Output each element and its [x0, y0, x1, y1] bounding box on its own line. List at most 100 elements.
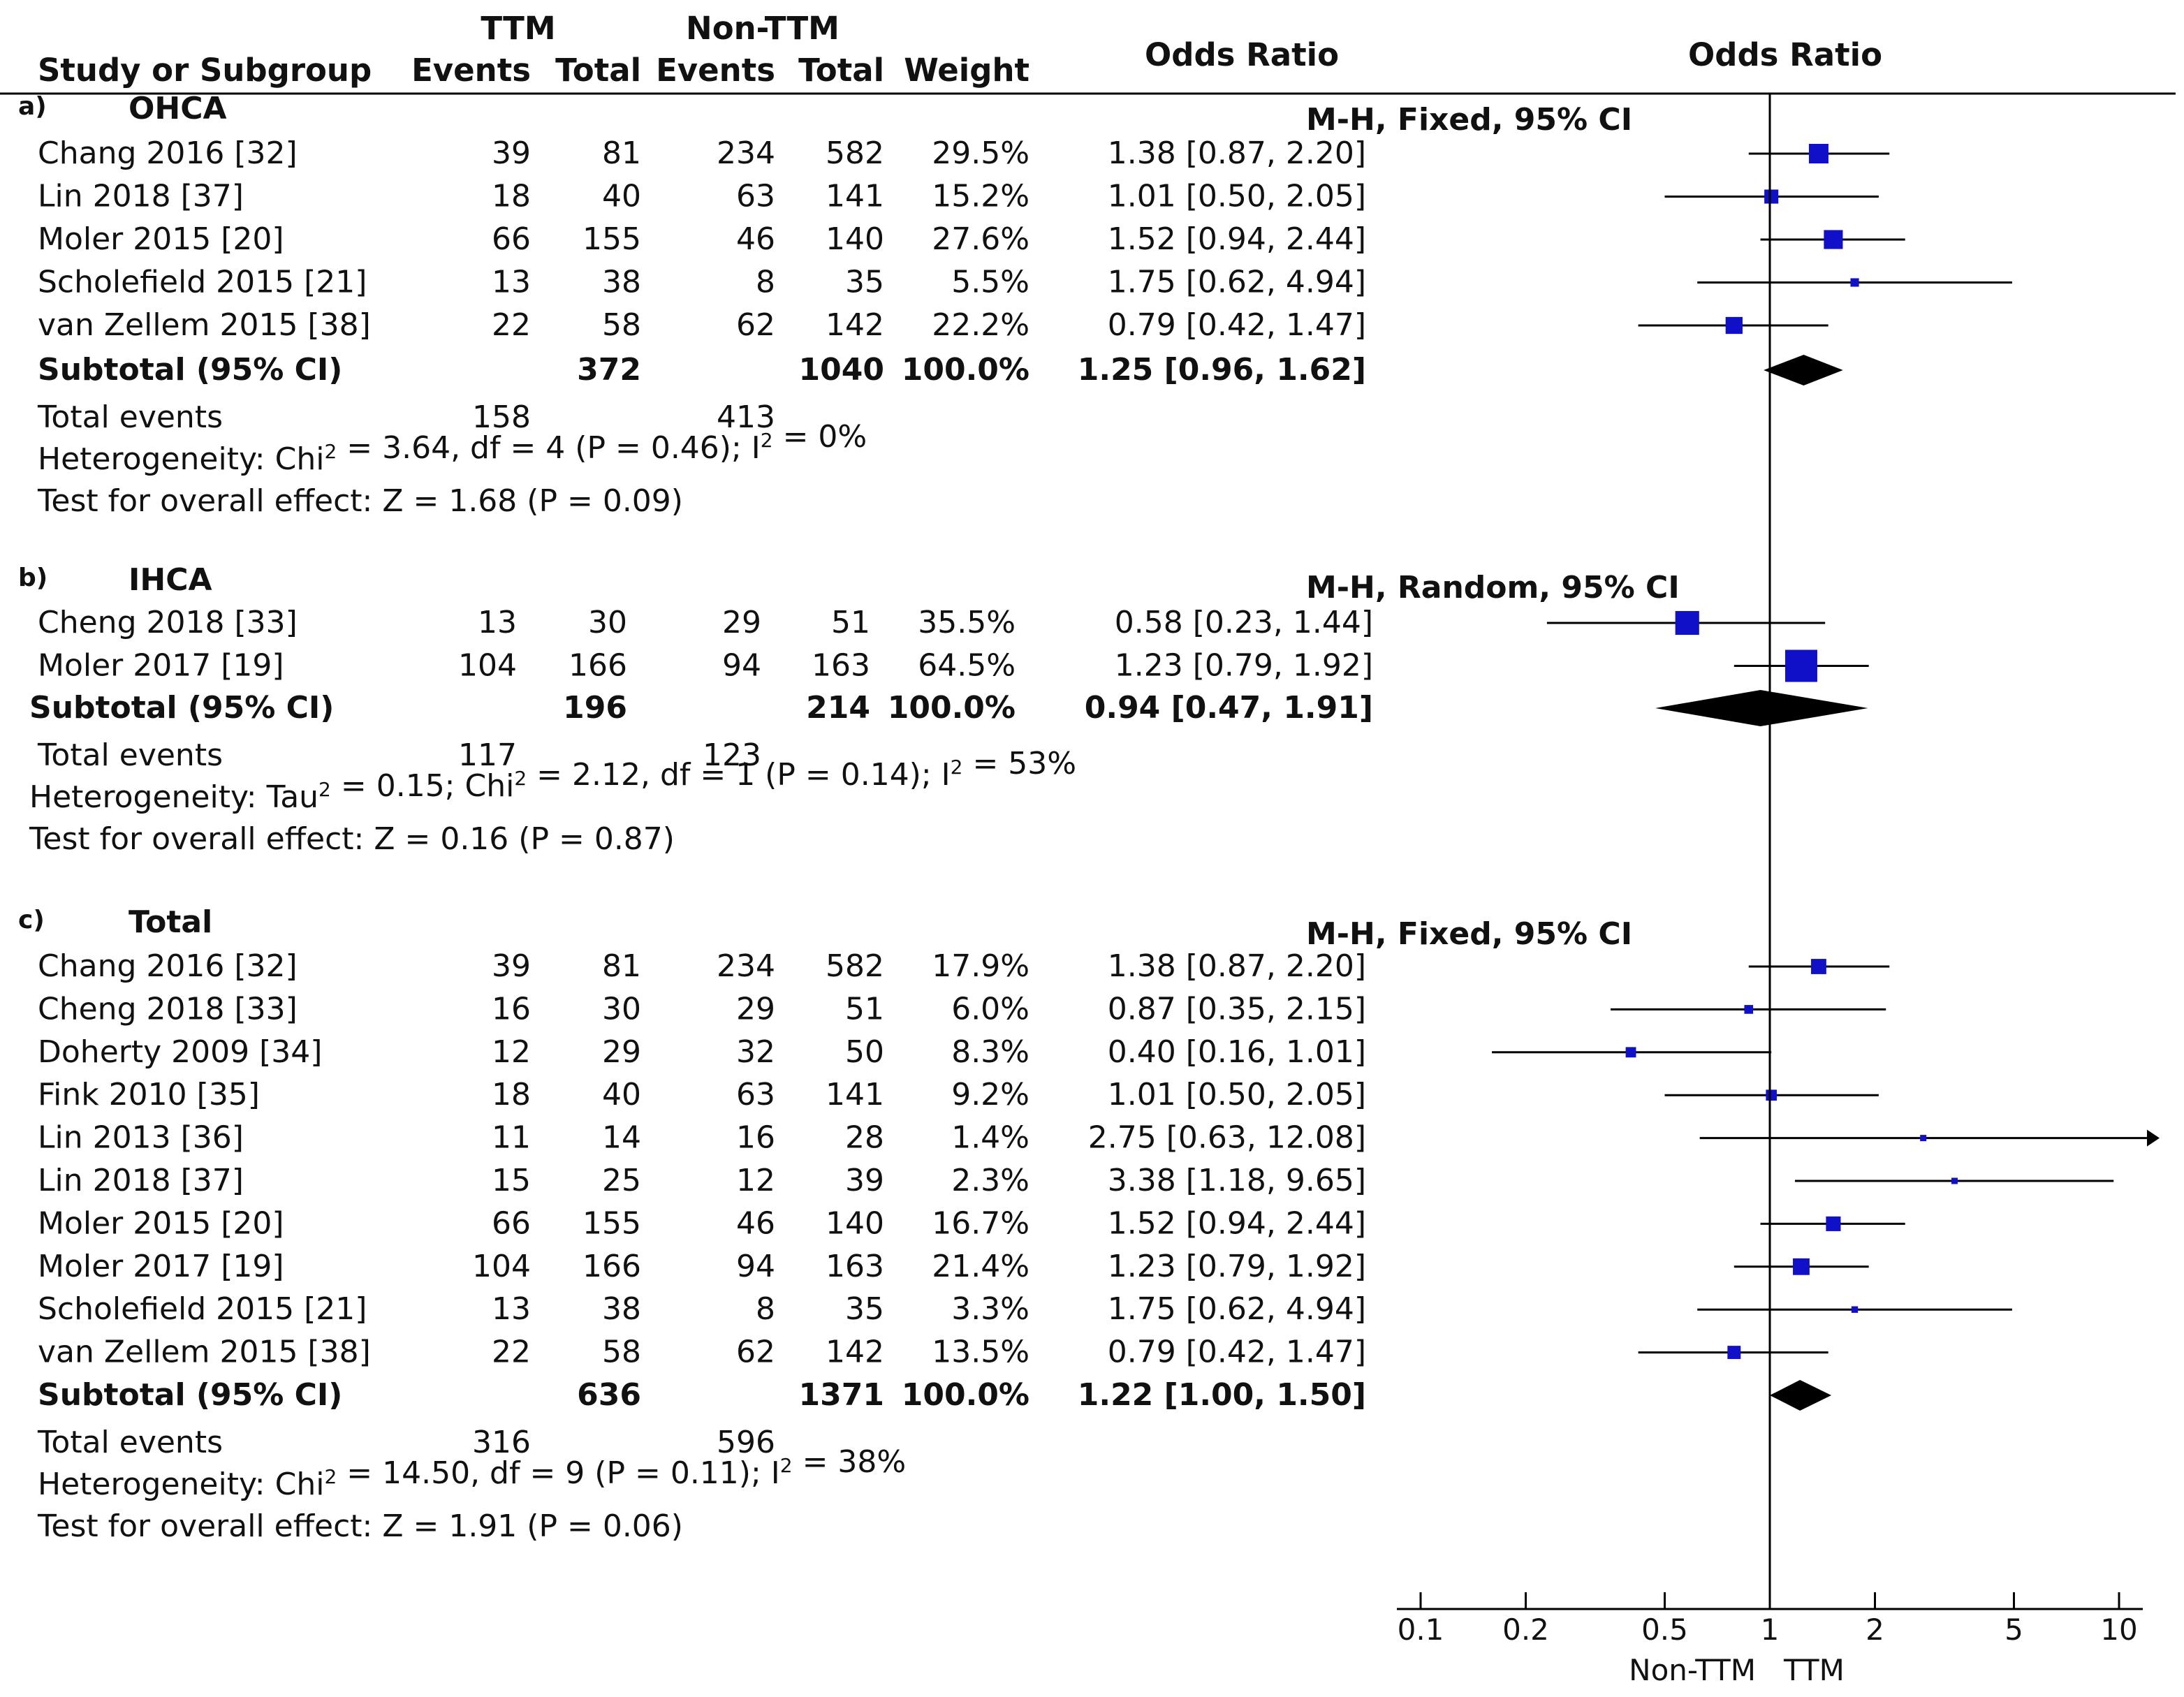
- total-ttm: 166: [582, 1249, 641, 1284]
- point-estimate: [1727, 1346, 1741, 1360]
- or-ci-text: 2.75 [0.63, 12.08]: [1088, 1120, 1366, 1156]
- point-estimate: [1811, 959, 1826, 974]
- point-estimate: [1793, 1258, 1810, 1275]
- point-estimate: [1808, 144, 1828, 163]
- weight-value: 22.2%: [932, 307, 1029, 343]
- events-ttm: 15: [492, 1163, 531, 1198]
- point-estimate: [1625, 1047, 1636, 1058]
- point-estimate: [1744, 1005, 1754, 1014]
- or-ci-text: 0.79 [0.42, 1.47]: [1108, 307, 1366, 343]
- events-nonttm: 94: [722, 648, 761, 684]
- events-ttm: 66: [492, 1205, 531, 1241]
- point-estimate: [1851, 1306, 1859, 1313]
- total-nonttm: 28: [845, 1120, 884, 1156]
- subtotal-diamond: [1764, 355, 1843, 385]
- total-ttm: 58: [602, 1335, 641, 1370]
- events-ttm: 22: [492, 1335, 531, 1370]
- heterogeneity-text: Heterogeneity: Tau2 = 0.15; Chi2 = 2.12,…: [29, 746, 1076, 815]
- weight-value: 13.5%: [932, 1335, 1029, 1370]
- total-ttm: 58: [602, 307, 641, 343]
- weight-value: 5.5%: [951, 265, 1029, 300]
- events-nonttm: 8: [756, 1291, 775, 1327]
- study-name: Lin 2018 [37]: [38, 1163, 244, 1198]
- events-nonttm: 8: [756, 265, 775, 300]
- study-name: Chang 2016 [32]: [38, 135, 298, 171]
- weight-value: 8.3%: [951, 1034, 1029, 1070]
- point-estimate: [1850, 278, 1859, 287]
- subtotal-weight: 100.0%: [902, 352, 1029, 388]
- events-nonttm: 234: [717, 135, 775, 171]
- events-nonttm: 29: [736, 991, 775, 1027]
- point-estimate: [1764, 189, 1779, 204]
- section-method: M-H, Fixed, 95% CI: [1306, 102, 1632, 138]
- study-name: Moler 2017 [19]: [38, 1249, 284, 1284]
- study-name: Fink 2010 [35]: [38, 1077, 260, 1112]
- events-ttm: 13: [492, 265, 531, 300]
- section-title: IHCA: [129, 562, 212, 598]
- weight-value: 64.5%: [918, 648, 1016, 684]
- subtotal-ci-text: 1.22 [1.00, 1.50]: [1078, 1377, 1366, 1413]
- header-group2: Non-TTM: [686, 10, 840, 47]
- events-ttm: 16: [492, 991, 531, 1027]
- total-ttm: 40: [602, 1077, 641, 1112]
- section-letter: a): [18, 92, 47, 121]
- ci-arrow: [2147, 1129, 2160, 1147]
- or-ci-text: 1.38 [0.87, 2.20]: [1108, 948, 1366, 984]
- total-events-label: Total events: [37, 737, 223, 773]
- events-ttm: 11: [492, 1120, 531, 1156]
- subtotal-weight: 100.0%: [888, 690, 1016, 726]
- header-or-plot: Odds Ratio: [1688, 36, 1882, 73]
- point-estimate: [1766, 1089, 1777, 1101]
- section-method: M-H, Fixed, 95% CI: [1306, 916, 1632, 952]
- total-nonttm: 582: [826, 948, 884, 984]
- total-ttm: 81: [602, 948, 641, 984]
- total-events-nonttm: 596: [717, 1425, 775, 1460]
- weight-value: 17.9%: [932, 948, 1029, 984]
- x-tick-label: 0.1: [1398, 1612, 1444, 1647]
- total-ttm: 38: [602, 265, 641, 300]
- total-ttm: 166: [569, 648, 627, 684]
- subtotal-total-nonttm: 1371: [799, 1377, 884, 1413]
- total-nonttm: 50: [845, 1034, 884, 1070]
- point-estimate: [1784, 649, 1817, 682]
- header-weight: Weight: [904, 52, 1029, 89]
- x-tick-label: 2: [1866, 1612, 1884, 1647]
- total-ttm: 155: [582, 221, 641, 257]
- study-name: Scholefield 2015 [21]: [38, 265, 367, 300]
- total-ttm: 30: [602, 991, 641, 1027]
- axis-favours-left: Non-TTM: [1629, 1653, 1756, 1687]
- total-ttm: 40: [602, 179, 641, 214]
- events-nonttm: 94: [736, 1249, 775, 1284]
- total-ttm: 30: [588, 605, 627, 640]
- or-ci-text: 3.38 [1.18, 9.65]: [1108, 1163, 1366, 1198]
- total-ttm: 14: [602, 1120, 641, 1156]
- total-nonttm: 35: [845, 265, 884, 300]
- total-nonttm: 141: [826, 1077, 884, 1112]
- axis-favours-right: TTM: [1783, 1653, 1845, 1687]
- section-title: OHCA: [129, 91, 227, 126]
- total-nonttm: 142: [826, 307, 884, 343]
- events-nonttm: 29: [722, 605, 761, 640]
- subtotal-total-nonttm: 214: [806, 690, 870, 726]
- events-nonttm: 234: [717, 948, 775, 984]
- or-ci-text: 0.87 [0.35, 2.15]: [1108, 991, 1366, 1027]
- total-events-ttm: 158: [472, 399, 531, 435]
- subtotal-diamond: [1770, 1380, 1832, 1411]
- events-ttm: 104: [472, 1249, 531, 1284]
- events-nonttm: 16: [736, 1120, 775, 1156]
- events-ttm: 12: [492, 1034, 531, 1070]
- total-events-nonttm: 123: [703, 737, 761, 773]
- header-study: Study or Subgroup: [38, 52, 372, 89]
- total-nonttm: 582: [826, 135, 884, 171]
- weight-value: 9.2%: [951, 1077, 1029, 1112]
- subtotal-diamond: [1655, 690, 1868, 726]
- point-estimate: [1920, 1135, 1927, 1142]
- header-total-2: Total: [798, 52, 884, 89]
- total-ttm: 38: [602, 1291, 641, 1327]
- weight-value: 27.6%: [932, 221, 1029, 257]
- events-ttm: 13: [492, 1291, 531, 1327]
- total-ttm: 81: [602, 135, 641, 171]
- study-name: van Zellem 2015 [38]: [38, 307, 371, 343]
- heterogeneity-text: Heterogeneity: Chi2 = 14.50, df = 9 (P =…: [38, 1444, 906, 1502]
